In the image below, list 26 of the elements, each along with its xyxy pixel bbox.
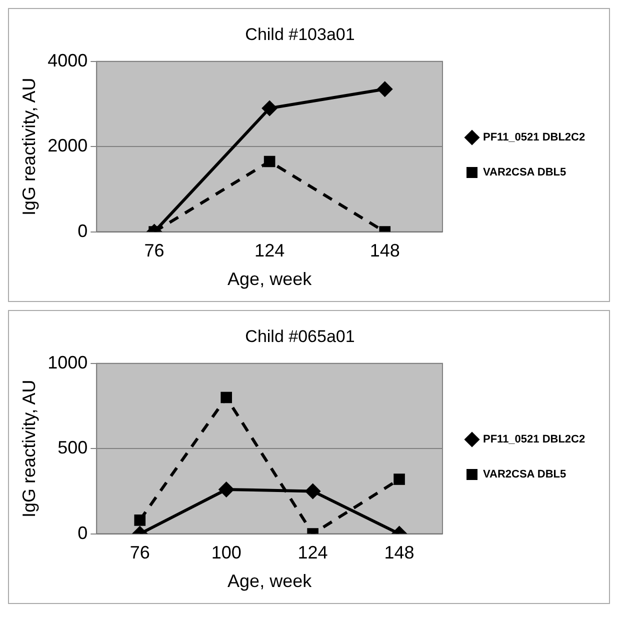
x-axis-title: Age, week bbox=[228, 571, 313, 592]
y-tick-label: 0 bbox=[78, 220, 88, 241]
y-axis-title: IgG reactivity, AU bbox=[18, 380, 39, 518]
y-tick-label: 0 bbox=[78, 522, 88, 543]
x-tick-label: 148 bbox=[384, 542, 414, 563]
x-tick-label: 148 bbox=[370, 240, 400, 261]
y-tick-label: 2000 bbox=[48, 136, 88, 156]
legend-label: VAR2CSA DBL5 bbox=[483, 166, 566, 179]
y-tick-label: 4000 bbox=[48, 50, 88, 70]
x-tick-label: 124 bbox=[254, 240, 285, 261]
point bbox=[262, 100, 278, 116]
x-axis-title: Age, week bbox=[228, 269, 313, 290]
chart-title: Child #065a01 bbox=[245, 326, 355, 346]
x-tick-label: 76 bbox=[130, 542, 150, 563]
y-tick-label: 500 bbox=[58, 438, 88, 458]
legend-label: PF11_0521 DBL2C2 bbox=[483, 132, 586, 144]
x-tick-label: 76 bbox=[144, 240, 164, 261]
legend-label: PF11_0521 DBL2C2 bbox=[483, 434, 586, 446]
x-tick-label: 100 bbox=[211, 542, 242, 563]
point bbox=[376, 81, 393, 98]
chart-title: Child #103a01 bbox=[245, 24, 355, 44]
legend-label: VAR2CSA DBL5 bbox=[483, 468, 566, 481]
y-axis-title: IgG reactivity, AU bbox=[18, 78, 39, 216]
point bbox=[264, 156, 276, 168]
x-tick-label: 124 bbox=[298, 542, 328, 563]
y-tick-label: 1000 bbox=[48, 352, 88, 372]
